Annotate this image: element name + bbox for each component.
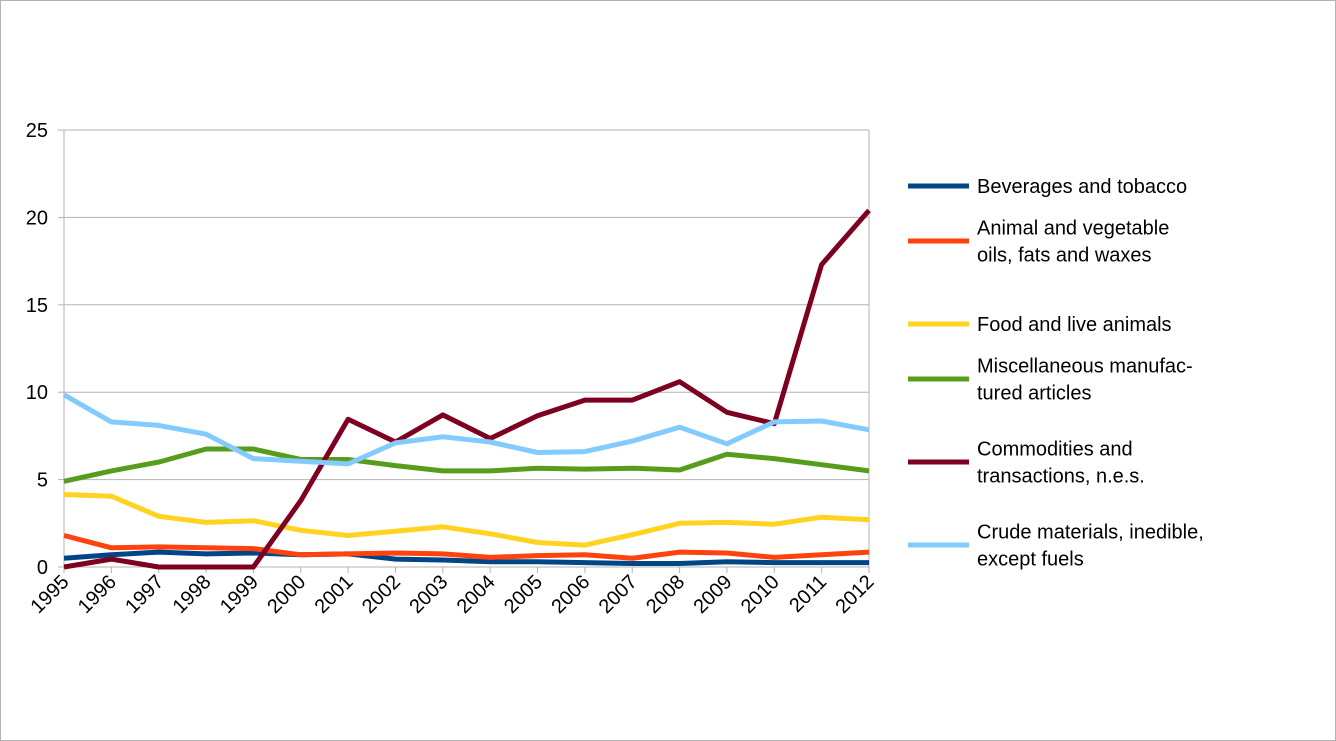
- legend: Beverages and tobacco Animal and vegetabl…: [908, 176, 1204, 571]
- series-line-3: [63, 446, 870, 484]
- legend-label-2: Food and live animals: [977, 314, 1172, 336]
- x-tick-label: 1998: [169, 571, 216, 618]
- x-tick-label: 2006: [547, 571, 594, 618]
- x-tick-label: 2008: [642, 571, 689, 618]
- x-tick-label: 1995: [27, 571, 74, 618]
- y-tick-label: 0: [37, 557, 48, 579]
- x-tick-label: 2003: [405, 571, 452, 618]
- legend-label-1: Animal and vegetable oils, fats and waxes: [977, 218, 1169, 267]
- y-tick-label: 15: [26, 295, 48, 317]
- x-tick-label: 2005: [500, 571, 547, 618]
- x-tick-label: 1996: [74, 571, 121, 618]
- x-tick-label: 2010: [737, 571, 784, 618]
- x-tick-label: 2002: [358, 571, 405, 618]
- series-line-2: [63, 492, 870, 548]
- x-axis: 1995 1996 1997 1998 1999 2000 2001 2002 2003 2004…: [27, 567, 879, 618]
- x-tick-label: 2004: [453, 571, 500, 618]
- series-line-4: [63, 208, 871, 570]
- series-line-5: [62, 392, 870, 467]
- y-tick-label: 25: [26, 120, 48, 142]
- series-line-1: [63, 533, 870, 561]
- x-tick-label: 2000: [263, 571, 310, 618]
- y-tick-label: 10: [26, 382, 48, 404]
- y-axis: 0 5 10 15 20 25: [26, 120, 65, 579]
- legend-label-5: Crude materials, inedible, except fuels: [977, 522, 1204, 571]
- y-tick-label: 5: [37, 470, 48, 492]
- series-line-0: [63, 549, 869, 566]
- x-tick-label: 2009: [689, 571, 736, 618]
- x-tick-label: 2011: [785, 571, 831, 617]
- x-tick-label: 2007: [595, 571, 642, 618]
- legend-label-3: Miscellaneous manufac-tured articles: [977, 356, 1193, 405]
- x-tick-label: 2001: [311, 571, 358, 618]
- y-tick-label: 20: [26, 207, 48, 229]
- x-tick-label: 1997: [121, 571, 168, 618]
- x-tick-label: 1999: [216, 571, 263, 618]
- gridlines: [64, 129, 870, 568]
- x-tick-label: 2012: [832, 571, 879, 618]
- legend-label-0: Beverages and tobacco: [977, 176, 1187, 198]
- series-lines: [62, 208, 871, 570]
- legend-label-4: Commodities and transactions, n.e.s.: [977, 439, 1145, 488]
